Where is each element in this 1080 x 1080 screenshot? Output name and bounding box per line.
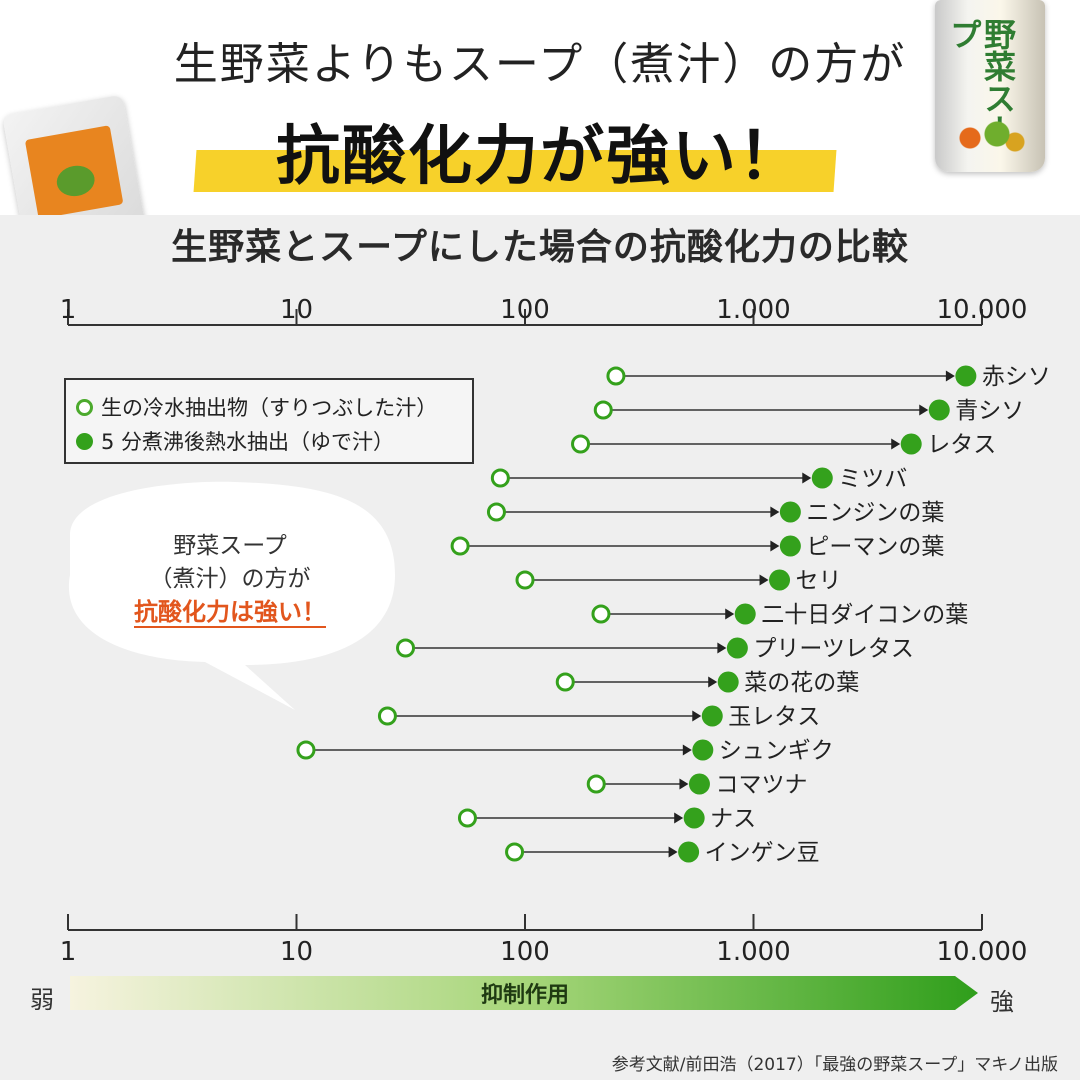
boiled-point bbox=[726, 637, 748, 659]
scale-strong-label: 強 bbox=[990, 988, 1014, 1016]
strength-gradient-arrow bbox=[70, 976, 978, 1010]
raw-point bbox=[591, 604, 611, 624]
callout-line2: （煮汁）の方が bbox=[149, 566, 311, 592]
arrow-head bbox=[725, 608, 735, 620]
arrow-head bbox=[802, 472, 812, 484]
arrow-head bbox=[668, 846, 678, 858]
row-label: シュンギク bbox=[719, 738, 834, 764]
row-label: セリ bbox=[796, 568, 842, 594]
vegetable-illustration bbox=[943, 118, 1033, 158]
arrow-head bbox=[770, 506, 780, 518]
row-label: インゲン豆 bbox=[705, 840, 820, 866]
arrow-head bbox=[682, 744, 692, 756]
arrow-head bbox=[717, 642, 727, 654]
row-label: ミツバ bbox=[838, 466, 907, 492]
raw-point bbox=[490, 468, 510, 488]
boiled-point bbox=[811, 467, 833, 489]
boiled-point bbox=[683, 807, 705, 829]
callout-emphasis: 抗酸化力は強い！ bbox=[134, 598, 326, 628]
filled-circle-icon bbox=[76, 432, 93, 450]
arrow-head bbox=[692, 710, 702, 722]
raw-point bbox=[571, 434, 591, 454]
bottom-tick-label: 100 bbox=[500, 937, 550, 967]
legend-item-boiled: 5 分煮沸後熱水抽出（ゆで汁） bbox=[76, 426, 394, 456]
row-label: プリーツレタス bbox=[753, 636, 914, 662]
arrow-head bbox=[708, 676, 718, 688]
chart-title: 生野菜とスープにした場合の抗酸化力の比較 bbox=[171, 227, 909, 268]
boiled-point bbox=[678, 841, 700, 863]
bottom-tick-label: 10 bbox=[280, 937, 313, 967]
arrow-head bbox=[919, 404, 929, 416]
boiled-point bbox=[717, 671, 739, 693]
top-tick-label: 1 bbox=[60, 295, 77, 325]
soup-can-image: 野菜スープ bbox=[935, 0, 1045, 172]
row-label: レタス bbox=[927, 432, 996, 458]
row-label: ナス bbox=[710, 806, 756, 832]
arrow-head bbox=[679, 778, 689, 790]
top-tick-label: 100 bbox=[500, 295, 550, 325]
arrow-head bbox=[770, 540, 780, 552]
boiled-point bbox=[769, 569, 791, 591]
speech-bubble bbox=[68, 481, 395, 710]
raw-point bbox=[296, 740, 316, 760]
row-label: 菜の花の葉 bbox=[744, 670, 859, 696]
raw-point bbox=[515, 570, 535, 590]
boiled-point bbox=[900, 433, 922, 455]
row-label: ニンジンの葉 bbox=[806, 500, 944, 526]
bottom-tick-label: 10.000 bbox=[937, 937, 1028, 967]
boiled-point bbox=[779, 535, 801, 557]
arrow-head bbox=[891, 438, 901, 450]
legend: 生の冷水抽出物（すりつぶした汁） 5 分煮沸後熱水抽出（ゆで汁） bbox=[64, 378, 474, 464]
row-label: 赤シソ bbox=[982, 364, 1051, 390]
raw-point bbox=[555, 672, 575, 692]
raw-point bbox=[606, 366, 626, 386]
legend-label-boiled: 5 分煮沸後熱水抽出（ゆで汁） bbox=[101, 430, 395, 454]
raw-point bbox=[450, 536, 470, 556]
scale-weak-label: 弱 bbox=[30, 986, 54, 1014]
citation: 参考文献/前田浩（2017）「最強の野菜スープ」マキノ出版 bbox=[611, 1055, 1058, 1075]
raw-point bbox=[593, 400, 613, 420]
top-tick-label: 10.000 bbox=[937, 295, 1028, 325]
bottom-tick-label: 1.000 bbox=[716, 937, 790, 967]
boiled-point bbox=[701, 705, 723, 727]
legend-label-raw: 生の冷水抽出物（すりつぶした汁） bbox=[101, 396, 438, 420]
row-label: 二十日ダイコンの葉 bbox=[761, 602, 968, 628]
row-label: コマツナ bbox=[715, 772, 807, 798]
scale-label: 抑制作用 bbox=[480, 983, 569, 1008]
boiled-point bbox=[779, 501, 801, 523]
raw-point bbox=[486, 502, 506, 522]
raw-point bbox=[505, 842, 525, 862]
boiled-point bbox=[928, 399, 950, 421]
boiled-point bbox=[734, 603, 756, 625]
raw-point bbox=[586, 774, 606, 794]
arrow-head bbox=[674, 812, 684, 824]
boiled-point bbox=[692, 739, 714, 761]
raw-point bbox=[457, 808, 477, 828]
top-tick-label: 1.000 bbox=[716, 295, 790, 325]
legend-item-raw: 生の冷水抽出物（すりつぶした汁） bbox=[76, 392, 437, 422]
headline-line2: 抗酸化力が強い！ bbox=[276, 120, 804, 194]
arrow-head bbox=[945, 370, 955, 382]
row-label: 玉レタス bbox=[728, 704, 820, 730]
raw-point bbox=[396, 638, 416, 658]
callout-text: 野菜スープ （煮汁）の方が 抗酸化力は強い！ bbox=[80, 530, 380, 630]
bottom-tick-label: 1 bbox=[60, 937, 77, 967]
boiled-point bbox=[955, 365, 977, 387]
boiled-point bbox=[688, 773, 710, 795]
open-circle-icon bbox=[76, 398, 93, 416]
headline-line1: 生野菜よりもスープ（煮汁）の方が bbox=[173, 39, 907, 90]
raw-point bbox=[377, 706, 397, 726]
top-tick-label: 10 bbox=[280, 295, 313, 325]
arrow-head bbox=[759, 574, 769, 586]
row-label: 青シソ bbox=[955, 398, 1024, 424]
row-label: ピーマンの葉 bbox=[806, 534, 944, 560]
callout-line1: 野菜スープ bbox=[173, 533, 287, 559]
